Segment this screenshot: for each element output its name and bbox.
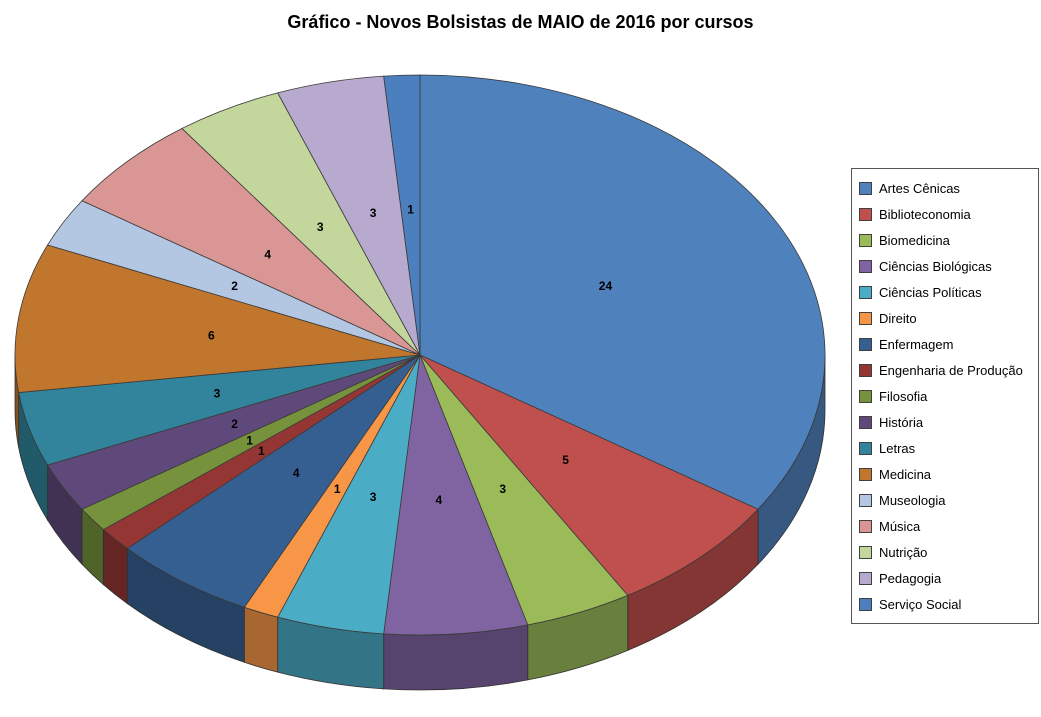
legend-swatch-icon	[859, 441, 872, 455]
legend-swatch-icon	[859, 493, 872, 507]
legend-swatch-icon	[859, 519, 872, 533]
legend-item[interactable]: Filosofia	[859, 383, 1031, 409]
legend-label: Pedagogia	[879, 570, 942, 586]
slice-value-label: 4	[293, 466, 300, 480]
pie-slice[interactable]	[81, 127, 421, 356]
legend-label: Ciências Políticas	[879, 284, 982, 300]
legend-label: Biblioteconomia	[879, 206, 971, 222]
legend-swatch-icon	[859, 389, 872, 403]
legend-label: Medicina	[879, 466, 932, 482]
legend-label: Biomedicina	[879, 232, 950, 248]
legend-item[interactable]: Pedagogia	[859, 565, 1031, 591]
slice-value-label: 1	[246, 434, 253, 448]
legend-item[interactable]: Biblioteconomia	[859, 201, 1031, 227]
legend-item[interactable]: Letras	[859, 435, 1031, 461]
legend-item[interactable]: Engenharia de Produção	[859, 357, 1031, 383]
legend-swatch-icon	[859, 181, 872, 195]
legend-swatch-icon	[859, 571, 872, 585]
legend-item[interactable]: Nutrição	[859, 539, 1031, 565]
legend-label: Museologia	[879, 492, 946, 508]
legend-item[interactable]: Enfermagem	[859, 331, 1031, 357]
legend-label: Artes Cênicas	[879, 180, 960, 196]
pie-slice[interactable]	[419, 74, 826, 510]
pie-slice[interactable]	[383, 353, 529, 636]
legend-label: Filosofia	[879, 388, 928, 404]
slice-value-label: 3	[499, 482, 506, 496]
chart-title: Gráfico - Novos Bolsistas de MAIO de 201…	[287, 12, 754, 32]
pie-slice[interactable]	[14, 244, 421, 394]
legend-label: Nutrição	[879, 544, 928, 560]
legend-item[interactable]: Biomedicina	[859, 227, 1031, 253]
slice-value-label: 4	[264, 247, 271, 261]
legend-swatch-icon	[859, 233, 872, 247]
legend-label: Serviço Social	[879, 596, 962, 612]
legend-swatch-icon	[859, 597, 872, 611]
legend-label: Direito	[879, 310, 917, 326]
legend-item[interactable]: Ciências Políticas	[859, 279, 1031, 305]
slice-value-label: 3	[214, 387, 221, 401]
slice-value-label: 3	[370, 206, 377, 220]
legend-label: Letras	[879, 440, 916, 456]
legend-item[interactable]: Museologia	[859, 487, 1031, 513]
slice-value-label: 24	[599, 279, 613, 293]
legend-swatch-icon	[859, 545, 872, 559]
legend-swatch-icon	[859, 467, 872, 481]
slice-value-label: 5	[562, 453, 569, 467]
legend-label: História	[879, 414, 924, 430]
legend-label: Ciências Biológicas	[879, 258, 992, 274]
slice-value-label: 2	[231, 417, 238, 431]
legend-item[interactable]: Ciências Biológicas	[859, 253, 1031, 279]
legend-item[interactable]: História	[859, 409, 1031, 435]
legend-swatch-icon	[859, 337, 872, 351]
legend-label: Enfermagem	[879, 336, 954, 352]
legend-swatch-icon	[859, 207, 872, 221]
legend-swatch-icon	[859, 259, 872, 273]
slice-value-label: 1	[258, 444, 265, 458]
pie-slice[interactable]	[383, 74, 421, 356]
legend: Artes Cênicas Biblioteconomia Biomedicina C…	[851, 168, 1039, 624]
pie-slice[interactable]	[419, 354, 759, 596]
legend-swatch-icon	[859, 311, 872, 325]
slice-value-label: 6	[208, 328, 215, 342]
legend-swatch-icon	[859, 285, 872, 299]
slice-value-label: 3	[317, 220, 324, 234]
legend-label: Música	[879, 518, 921, 534]
pie-slice-side	[243, 606, 279, 673]
legend-swatch-icon	[859, 363, 872, 377]
slice-value-label: 4	[436, 493, 443, 507]
legend-item[interactable]: Artes Cênicas	[859, 175, 1031, 201]
legend-label: Engenharia de Produção	[879, 362, 1023, 378]
slice-value-label: 1	[334, 482, 341, 496]
legend-swatch-icon	[859, 415, 872, 429]
legend-item[interactable]: Música	[859, 513, 1031, 539]
legend-item[interactable]: Medicina	[859, 461, 1031, 487]
legend-item[interactable]: Direito	[859, 305, 1031, 331]
pie-slice[interactable]	[126, 354, 421, 608]
slice-value-label: 3	[370, 490, 377, 504]
slice-value-label: 1	[407, 203, 414, 217]
slice-value-label: 2	[231, 279, 238, 293]
legend-item[interactable]: Serviço Social	[859, 591, 1031, 617]
